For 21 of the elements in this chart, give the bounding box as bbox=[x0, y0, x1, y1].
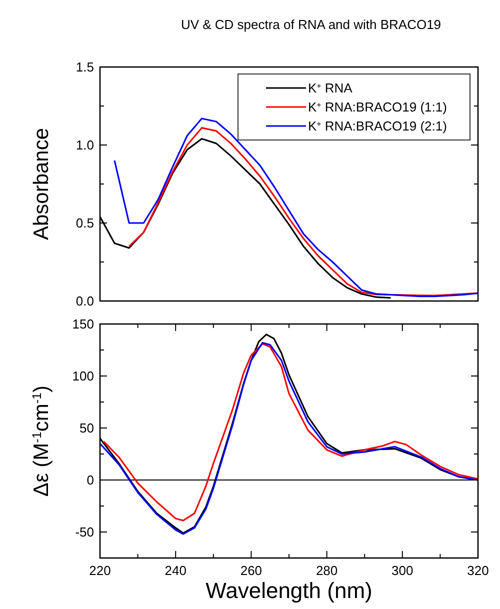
y-tick-label: 150 bbox=[72, 316, 94, 332]
y-tick-label: 1.0 bbox=[76, 138, 94, 152]
y-axis-title: Absorbance bbox=[30, 128, 53, 240]
y-tick-label: 1.5 bbox=[76, 60, 94, 74]
legend-label: K$^{+}$ RNA:BRACO19 (1:1) bbox=[308, 100, 447, 114]
x-tick-label: 220 bbox=[89, 563, 111, 578]
y-tick-label: -50 bbox=[75, 524, 94, 540]
x-tick-label: 320 bbox=[467, 563, 489, 578]
x-axis-title: Wavelength (nm) bbox=[206, 578, 372, 603]
y-tick-label: 50 bbox=[80, 420, 94, 436]
legend-label: K$^{+}$ RNA bbox=[308, 80, 353, 96]
y-tick-label: 100 bbox=[72, 368, 94, 384]
legend-label: K$^{+}$ RNA:BRACO19 (2:1) bbox=[308, 118, 447, 134]
x-tick-label: 300 bbox=[392, 563, 414, 578]
x-tick-label: 260 bbox=[240, 563, 262, 578]
x-tick-label: 280 bbox=[316, 563, 338, 578]
y-tick-label: 0 bbox=[86, 472, 94, 488]
y-tick-label: 0.5 bbox=[76, 216, 94, 230]
chart-title: UV & CD spectra of RNA and with BRACO19 bbox=[180, 17, 442, 32]
y-tick-label: 0.0 bbox=[76, 294, 94, 308]
x-tick-label: 240 bbox=[164, 563, 186, 578]
